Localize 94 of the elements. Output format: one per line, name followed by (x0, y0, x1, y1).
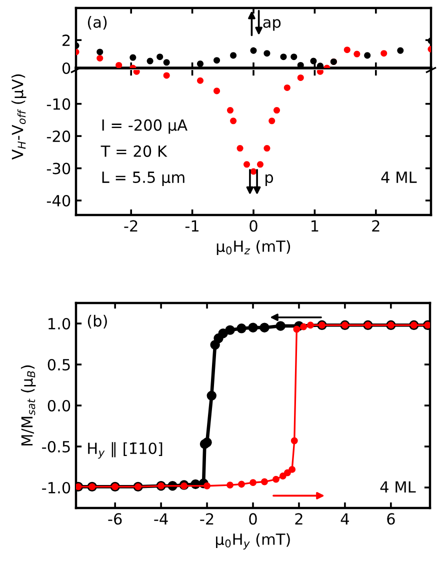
point (354, 50, 360, 58)
point (297, 62, 304, 68)
y-axis-title: V$_{H}$-V$_{off}$ (μV) (11, 74, 26, 160)
annotation: L = 5.5 μm (102, 172, 184, 186)
point (206, 390, 216, 401)
annotation: T = 20 K (100, 145, 168, 157)
point (297, 74, 304, 81)
y-tick-label: -0.5 (42, 440, 70, 453)
point (248, 322, 258, 332)
point (261, 478, 268, 486)
point (210, 340, 220, 350)
point (116, 62, 122, 68)
point (226, 482, 234, 489)
point (236, 324, 246, 334)
y-tick-label: 2 (62, 34, 70, 46)
point (214, 57, 220, 64)
point (250, 479, 256, 486)
x-tick-label: 4 (340, 513, 349, 524)
x-tick-label: 2 (295, 513, 302, 524)
annotation: (a) (88, 16, 107, 30)
point (196, 77, 204, 84)
y-tick-label: -40 (46, 194, 70, 207)
y-tick-label: -30 (46, 162, 70, 174)
point (146, 58, 154, 64)
point (260, 322, 270, 332)
annotation: p (266, 174, 274, 186)
point (264, 50, 270, 57)
point (256, 161, 264, 168)
x-tick-label: 0 (249, 513, 257, 525)
point (293, 326, 300, 333)
annotation: I = -200 μA (102, 119, 188, 134)
y-tick-label: -10 (46, 98, 70, 110)
point (344, 46, 350, 54)
x-axis-title: μ$_{0}$H$_{z}$ (mT) (216, 240, 290, 255)
point (364, 52, 371, 59)
annotation: (b) (88, 314, 107, 328)
annotation: H$_{y}$ ∥ [1̄10] (88, 442, 162, 459)
y-tick-label: 0.0 (48, 400, 70, 412)
point (130, 54, 136, 61)
point (290, 437, 298, 444)
x-tick-label: -6 (108, 513, 122, 525)
annotation: 4 ML (381, 172, 417, 183)
point (244, 161, 250, 168)
point (133, 70, 140, 75)
x-axis-title: μ$_{0}$H$_{y}$ (mT) (216, 533, 290, 550)
annotation: ap (263, 19, 281, 31)
point (214, 88, 220, 94)
point (196, 60, 204, 68)
x-tick-label: 2 (372, 220, 380, 232)
point (264, 145, 270, 152)
point (204, 482, 210, 490)
point (96, 54, 104, 62)
point (156, 54, 164, 60)
point (380, 50, 388, 57)
point (397, 47, 404, 54)
point (226, 107, 234, 114)
y-axis-title: M/M$_{sat}$ (μ$_{B}$) (20, 365, 36, 446)
point (316, 70, 324, 75)
y-tick-label: 0 (62, 62, 70, 74)
point (284, 469, 291, 476)
point (230, 52, 237, 59)
point (236, 145, 244, 152)
point (230, 118, 237, 124)
point (163, 59, 170, 66)
point (272, 476, 280, 483)
x-tick-label: -4 (154, 513, 168, 524)
point (300, 323, 308, 330)
x-tick-label: 1 (312, 220, 318, 232)
point (200, 439, 210, 449)
point (276, 321, 286, 331)
point (238, 480, 245, 488)
point (163, 72, 170, 79)
point (290, 54, 298, 60)
x-tick-label: 0 (250, 220, 258, 232)
point (268, 118, 276, 124)
point (280, 54, 287, 60)
x-tick-label: -1 (185, 220, 198, 232)
point (316, 62, 324, 68)
point (288, 466, 296, 473)
point (306, 322, 314, 329)
point (310, 58, 317, 64)
x-tick-label: -2 (124, 220, 138, 232)
point (279, 472, 286, 480)
point (250, 47, 257, 54)
point (274, 107, 280, 114)
y-tick-label: -20 (46, 130, 70, 142)
point (96, 48, 104, 56)
point (284, 84, 290, 91)
x-tick-label: 6 (387, 513, 395, 525)
y-tick-label: 0.5 (48, 358, 70, 371)
y-tick-label: -1.0 (42, 482, 70, 494)
x-tick-label: -2 (200, 513, 214, 524)
y-tick-label: 1.0 (48, 318, 70, 330)
annotation: 4 ML (380, 481, 416, 493)
